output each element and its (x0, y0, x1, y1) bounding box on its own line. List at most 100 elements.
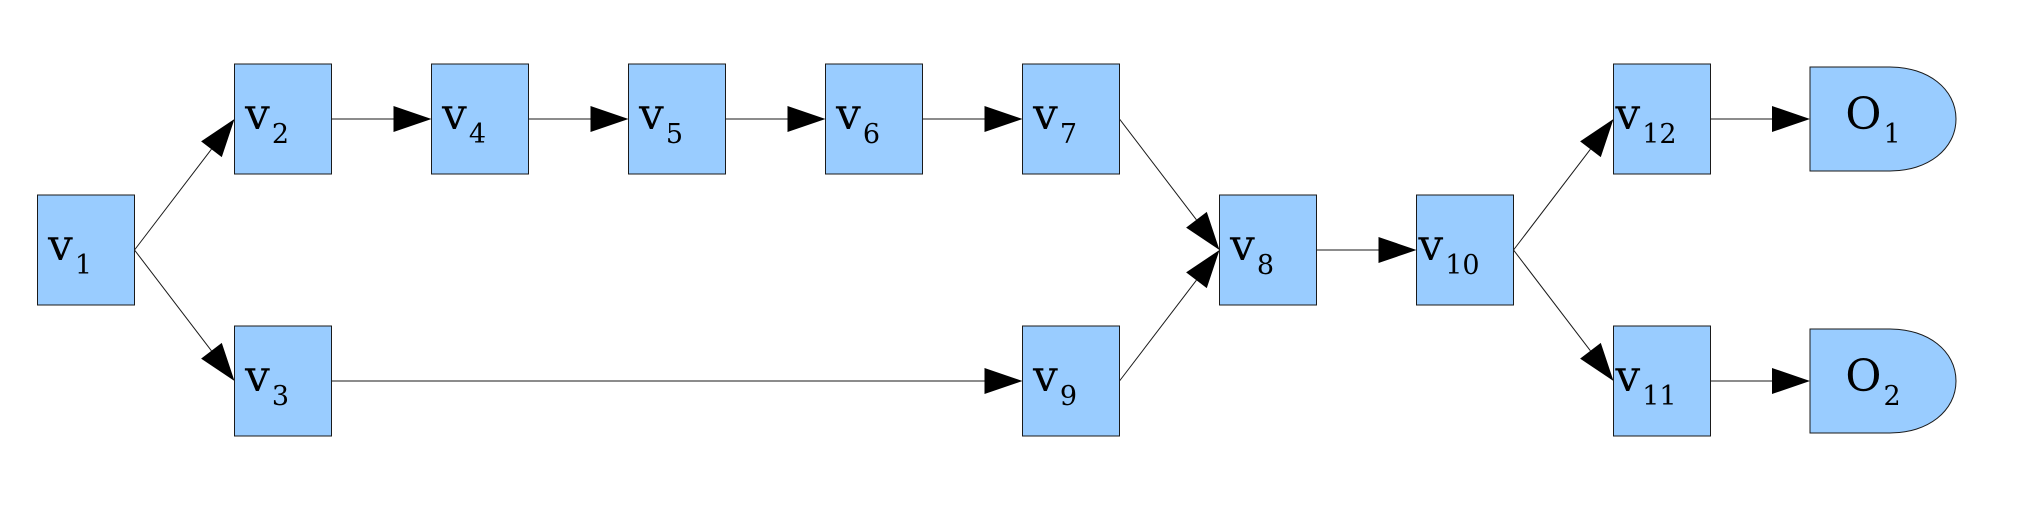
node-label: v3 (244, 351, 289, 412)
node-label-base: v (1032, 89, 1058, 140)
edge-v6-v7 (922, 106, 1023, 132)
arrowhead-icon (1186, 250, 1220, 289)
node-label: O1 (1845, 89, 1900, 150)
node-box (1022, 325, 1120, 437)
edge-v4-v5 (528, 106, 629, 132)
node-box (37, 194, 135, 306)
node-label-base: v (47, 220, 73, 271)
node-v3: v3 (234, 325, 332, 437)
arrowhead-icon (590, 106, 629, 132)
arrowhead-icon (984, 368, 1023, 394)
edge-line (134, 148, 212, 251)
node-label-base: v (1614, 351, 1640, 402)
node-label: v10 (1417, 220, 1479, 281)
edge-v1-v3 (134, 249, 235, 381)
edge-line (1513, 249, 1591, 352)
arrowhead-icon (201, 342, 235, 381)
node-box (1022, 63, 1120, 175)
node-label-subscript: 6 (863, 119, 880, 150)
node-label: v1 (47, 220, 92, 281)
node-box (1613, 63, 1711, 175)
node-label-subscript: 2 (1883, 381, 1900, 412)
node-v8: v8 (1219, 194, 1317, 306)
node-label: v8 (1229, 220, 1274, 281)
node-v7: v7 (1022, 63, 1120, 175)
node-label-base: v (1229, 220, 1255, 271)
arrowhead-icon (984, 106, 1023, 132)
node-v9: v9 (1022, 325, 1120, 437)
edge-v12-o1 (1710, 106, 1810, 132)
node-label: v5 (638, 89, 683, 150)
arrowhead-icon (1580, 119, 1614, 158)
node-label-base: v (1614, 89, 1640, 140)
node-label-base: v (1032, 351, 1058, 402)
node-label-subscript: 1 (1883, 119, 1900, 150)
edges-layer (134, 106, 1810, 394)
node-label-subscript: 7 (1060, 119, 1077, 150)
node-v1: v1 (37, 194, 135, 306)
edge-line (1119, 118, 1197, 221)
node-label-base: O (1845, 351, 1881, 402)
node-label: v12 (1614, 89, 1676, 150)
arrowhead-icon (201, 119, 235, 158)
node-v12: v12 (1613, 63, 1711, 175)
edge-line (1119, 279, 1197, 382)
node-box (234, 325, 332, 437)
node-v6: v6 (825, 63, 923, 175)
node-label-subscript: 4 (469, 119, 486, 150)
node-label: O2 (1845, 351, 1900, 412)
node-label-subscript: 1 (75, 250, 92, 281)
node-o1: O1 (1809, 66, 1957, 172)
node-label-subscript: 8 (1257, 250, 1274, 281)
arrowhead-icon (1772, 368, 1810, 394)
node-box (234, 63, 332, 175)
node-label: v6 (835, 89, 880, 150)
node-label-base: v (441, 89, 467, 140)
arrowhead-icon (1580, 342, 1614, 381)
node-label-base: v (1417, 220, 1443, 271)
node-v11: v11 (1613, 325, 1711, 437)
edge-v9-v8 (1119, 250, 1220, 382)
edge-v10-v12 (1513, 119, 1614, 251)
edge-line (1513, 148, 1591, 251)
output-shape (1809, 328, 1957, 434)
node-label: v2 (244, 89, 289, 150)
node-label-base: v (244, 89, 270, 140)
node-label-subscript: 3 (272, 381, 289, 412)
node-label: v7 (1032, 89, 1077, 150)
node-label: v11 (1614, 351, 1676, 412)
edge-v3-v9 (331, 368, 1023, 394)
edge-line (134, 249, 212, 352)
edge-v2-v4 (331, 106, 432, 132)
edge-v11-o2 (1710, 368, 1810, 394)
node-box (825, 63, 923, 175)
edge-v8-v10 (1316, 237, 1417, 263)
node-label-base: v (244, 351, 270, 402)
arrowhead-icon (787, 106, 826, 132)
node-label: v9 (1032, 351, 1077, 412)
node-label-base: v (638, 89, 664, 140)
node-label-base: v (835, 89, 861, 140)
node-label-subscript: 10 (1445, 250, 1479, 281)
node-label-base: O (1845, 89, 1881, 140)
arrowhead-icon (393, 106, 432, 132)
edge-v7-v8 (1119, 118, 1220, 250)
edge-v10-v11 (1513, 249, 1614, 381)
node-label-subscript: 2 (272, 119, 289, 150)
node-box (1219, 194, 1317, 306)
node-box (1613, 325, 1711, 437)
node-box (1416, 194, 1514, 306)
node-v5: v5 (628, 63, 726, 175)
node-label-subscript: 11 (1642, 381, 1676, 412)
node-label-subscript: 5 (666, 119, 683, 150)
arrowhead-icon (1186, 211, 1220, 250)
node-label-subscript: 12 (1642, 119, 1676, 150)
node-v4: v4 (431, 63, 529, 175)
output-shape (1809, 66, 1957, 172)
arrowhead-icon (1772, 106, 1810, 132)
edge-v1-v2 (134, 119, 235, 251)
node-label: v4 (441, 89, 486, 150)
node-box (628, 63, 726, 175)
